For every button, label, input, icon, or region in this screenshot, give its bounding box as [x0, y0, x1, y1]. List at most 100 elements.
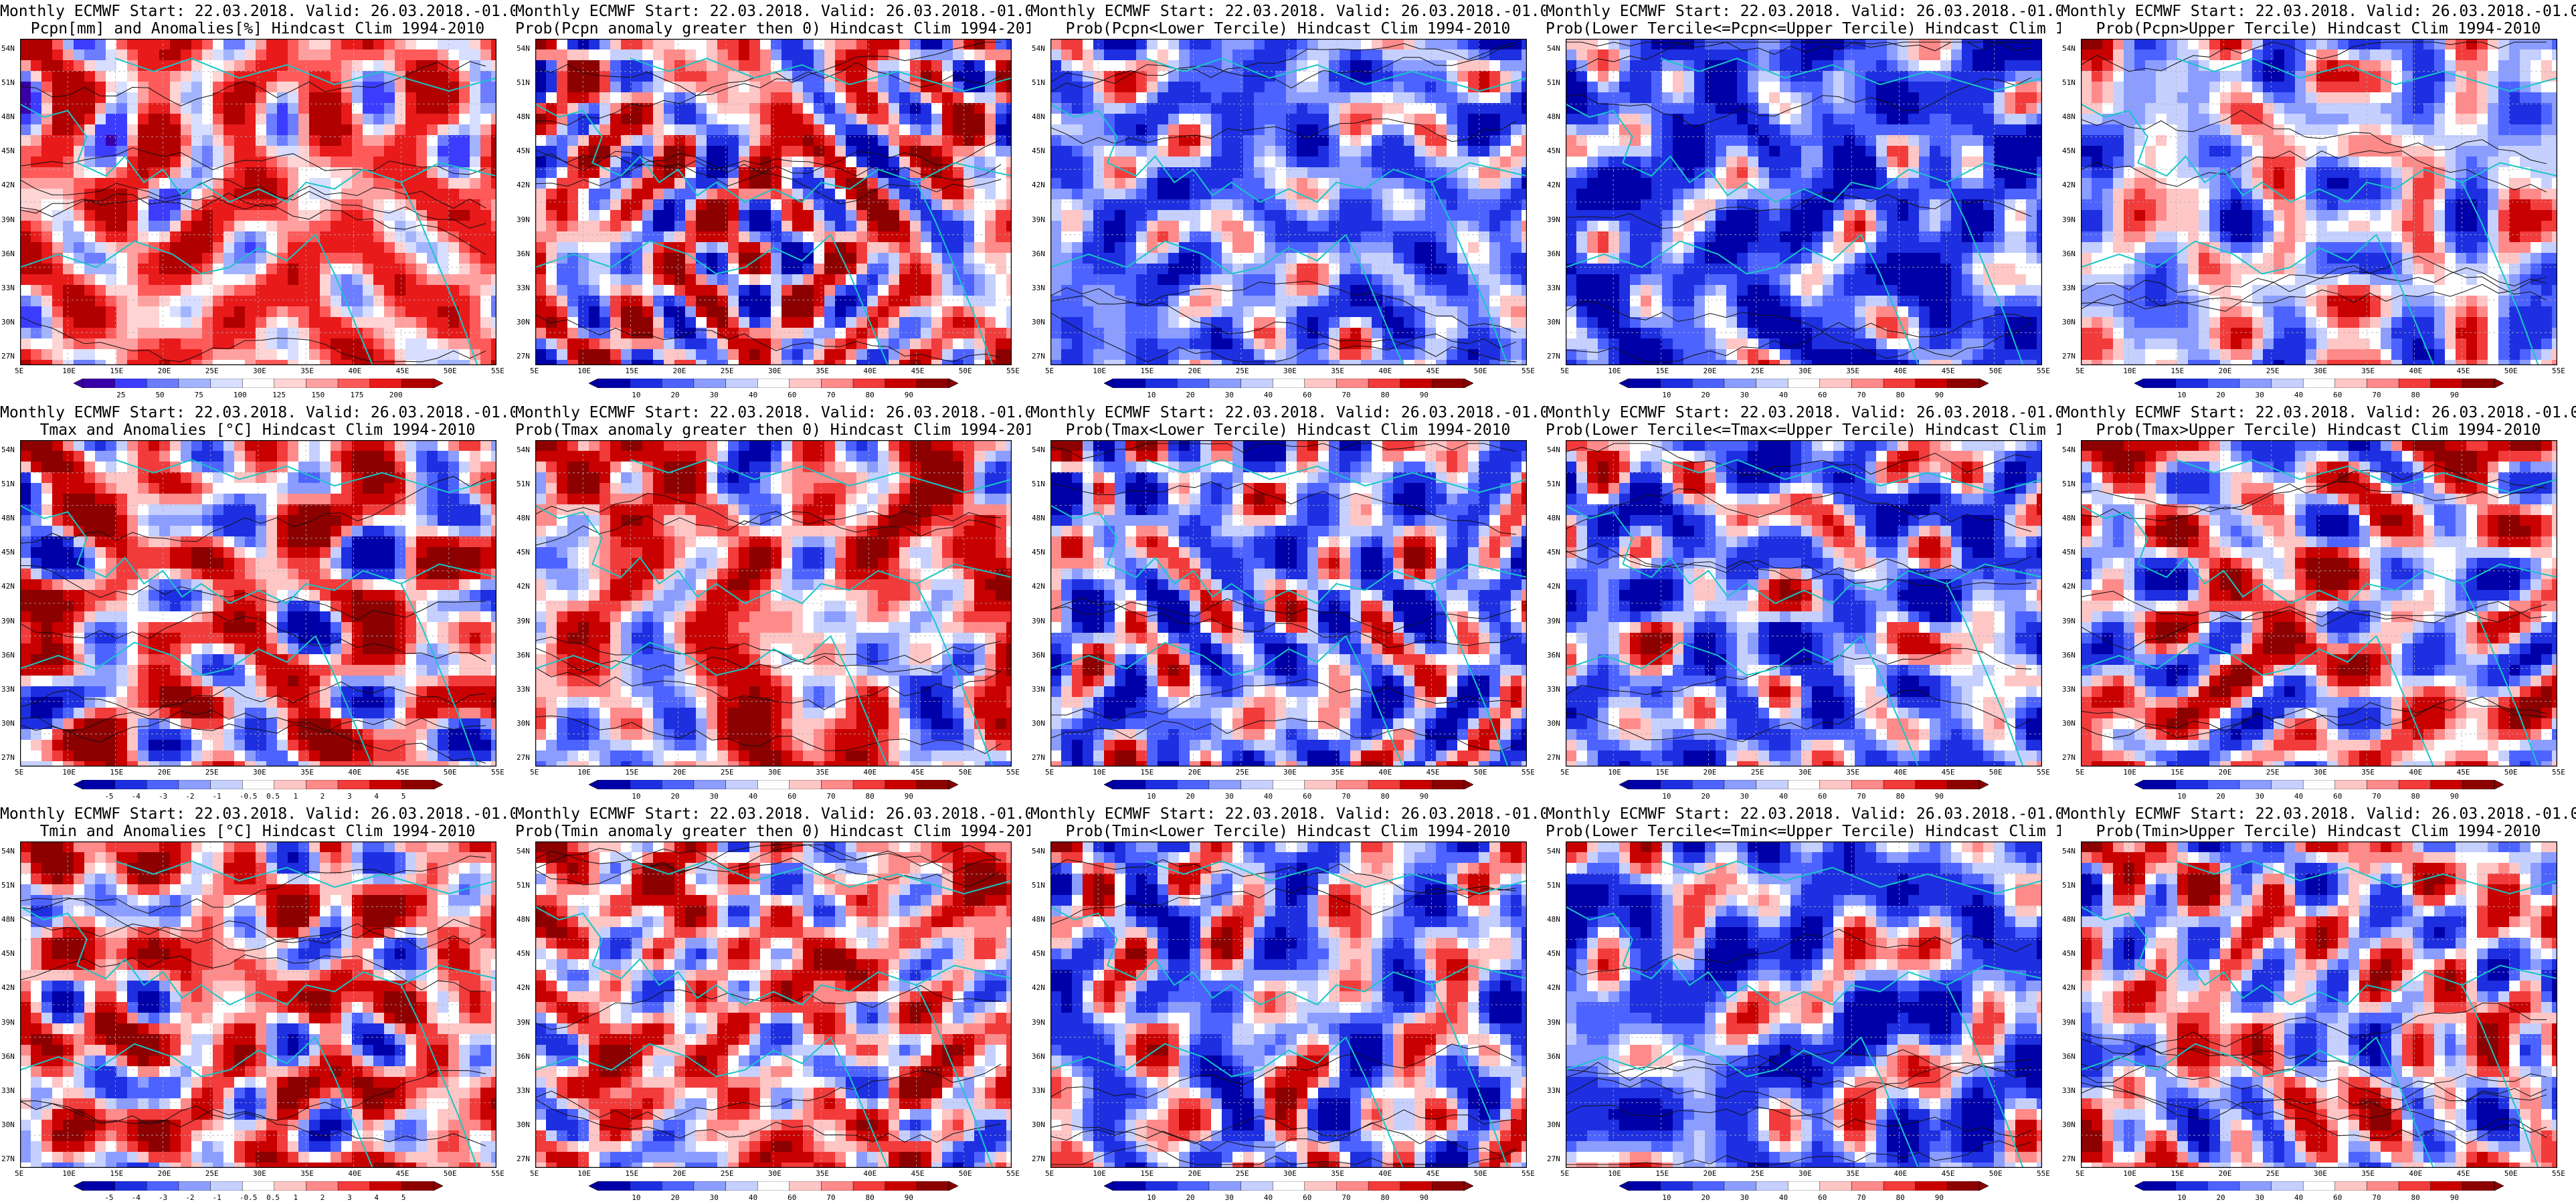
- shaded-cell: [288, 221, 298, 231]
- shaded-cell: [1780, 114, 1790, 124]
- shaded-cell: [1673, 92, 1683, 103]
- shaded-cell: [1876, 146, 1887, 157]
- shaded-cell: [1340, 199, 1350, 210]
- shaded-cell: [138, 103, 149, 114]
- shaded-cell: [546, 264, 557, 274]
- shaded-cell: [707, 60, 717, 71]
- shaded-cell: [266, 135, 277, 146]
- shaded-cell: [963, 328, 974, 338]
- shaded-cell: [1136, 274, 1147, 285]
- latitude-tick-label: 27N: [1, 352, 15, 361]
- shaded-cell: [191, 71, 202, 82]
- shaded-cell: [1318, 253, 1329, 264]
- shaded-cell: [448, 210, 459, 221]
- shaded-cell: [1726, 146, 1737, 157]
- shaded-cell: [1522, 146, 1527, 157]
- shaded-cell: [696, 306, 707, 317]
- shaded-cell: [1350, 210, 1361, 221]
- shaded-cell: [405, 124, 416, 135]
- shaded-cell: [1136, 157, 1147, 167]
- shaded-cell: [1994, 92, 2005, 103]
- shaded-cell: [384, 82, 395, 92]
- shaded-cell: [1876, 124, 1887, 135]
- shaded-cell: [1168, 103, 1179, 114]
- shaded-cell: [749, 39, 760, 49]
- shaded-cell: [1179, 210, 1190, 221]
- shaded-cell: [1425, 221, 1436, 231]
- shaded-cell: [1844, 60, 1855, 71]
- shaded-cell: [728, 306, 739, 317]
- shaded-cell: [1447, 264, 1457, 274]
- shaded-cell: [653, 274, 664, 285]
- shaded-cell: [621, 60, 632, 71]
- shaded-cell: [1265, 317, 1275, 328]
- shaded-cell: [341, 210, 352, 221]
- shaded-cell: [127, 242, 138, 253]
- shaded-cell: [1158, 189, 1168, 199]
- colorbar-tick-label: 25: [116, 391, 125, 399]
- shaded-cell: [170, 167, 181, 178]
- shaded-cell: [1662, 82, 1673, 92]
- shaded-cell: [1630, 124, 1641, 135]
- shaded-cell: [1447, 274, 1457, 285]
- shaded-cell: [1662, 39, 1673, 49]
- shaded-cell: [707, 92, 717, 103]
- shaded-cell: [1940, 82, 1951, 92]
- shaded-cell: [448, 317, 459, 328]
- shaded-cell: [416, 296, 427, 306]
- shaded-cell: [384, 349, 395, 360]
- shaded-cell: [159, 231, 170, 242]
- shaded-cell: [1254, 92, 1265, 103]
- shaded-cell: [1940, 135, 1951, 146]
- shaded-cell: [1265, 60, 1275, 71]
- shaded-cell: [31, 92, 41, 103]
- shaded-cell: [546, 210, 557, 221]
- shaded-cell: [1382, 146, 1393, 157]
- shaded-cell: [1457, 264, 1468, 274]
- shaded-cell: [846, 135, 856, 146]
- shaded-cell: [459, 349, 470, 360]
- shaded-cell: [1222, 285, 1232, 296]
- shaded-cell: [642, 285, 653, 296]
- shaded-cell: [1265, 178, 1275, 189]
- shaded-cell: [427, 221, 438, 231]
- shaded-cell: [642, 92, 653, 103]
- shaded-cell: [1190, 349, 1200, 360]
- shaded-cell: [41, 124, 52, 135]
- shaded-cell: [1630, 114, 1641, 124]
- shaded-cell: [1641, 157, 1651, 167]
- shaded-cell: [707, 360, 717, 365]
- shaded-cell: [1962, 103, 1972, 114]
- shaded-cell: [899, 189, 910, 199]
- shaded-cell: [535, 296, 546, 306]
- shaded-cell: [642, 178, 653, 189]
- shaded-cell: [1006, 296, 1012, 306]
- shaded-cell: [557, 296, 567, 306]
- shaded-cell: [74, 167, 84, 178]
- shaded-cell: [1265, 199, 1275, 210]
- shaded-cell: [1061, 189, 1072, 199]
- shaded-cell: [1006, 199, 1012, 210]
- shaded-cell: [480, 274, 491, 285]
- shaded-cell: [910, 189, 921, 199]
- shaded-cell: [600, 221, 610, 231]
- shaded-cell: [1125, 157, 1136, 167]
- shaded-cell: [1125, 71, 1136, 82]
- shaded-cell: [674, 349, 685, 360]
- shaded-cell: [1361, 199, 1372, 210]
- shaded-cell: [664, 92, 674, 103]
- shaded-cell: [1350, 146, 1361, 157]
- shaded-cell: [1190, 39, 1200, 49]
- shaded-cell: [1222, 71, 1232, 82]
- shaded-cell: [1318, 103, 1329, 114]
- shaded-cell: [234, 253, 245, 264]
- shaded-cell: [266, 360, 277, 365]
- shaded-cell: [589, 189, 600, 199]
- shaded-cell: [771, 360, 781, 365]
- shaded-cell: [1748, 71, 1758, 82]
- shaded-cell: [331, 210, 341, 221]
- shaded-cell: [298, 285, 309, 296]
- shaded-cell: [1994, 146, 2005, 157]
- coastline: [1050, 234, 1347, 275]
- shaded-cell: [931, 328, 942, 338]
